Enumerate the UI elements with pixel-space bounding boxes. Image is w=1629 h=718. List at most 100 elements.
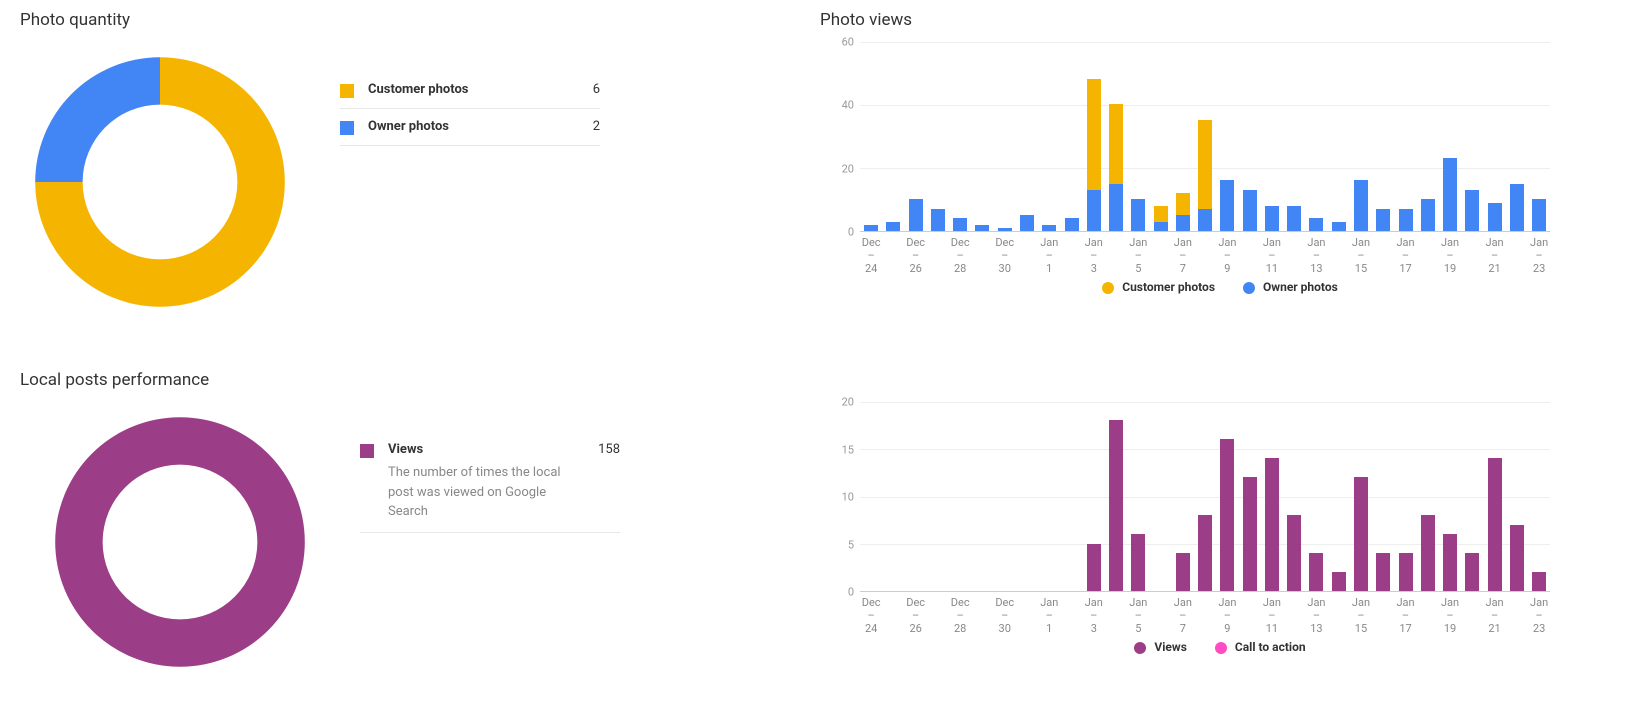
bar-segment xyxy=(1109,420,1123,591)
bar-segment xyxy=(1220,439,1234,591)
bar-segment xyxy=(1154,206,1168,222)
bar-slot xyxy=(1328,402,1350,591)
x-tick: Jan –9 xyxy=(1216,232,1238,272)
x-tick xyxy=(1016,592,1038,632)
bar-segment xyxy=(1376,209,1390,231)
bar-segment xyxy=(1488,203,1502,232)
bar-slot xyxy=(1016,42,1038,231)
bar-slot xyxy=(1528,402,1550,591)
x-tick xyxy=(1461,232,1483,272)
legend-label: Customer photos xyxy=(368,82,573,97)
bar-segment xyxy=(1176,215,1190,231)
y-tick: 20 xyxy=(842,396,854,409)
bar xyxy=(1399,209,1413,231)
bar-slot xyxy=(1216,42,1238,231)
bar-slot xyxy=(1372,402,1394,591)
x-tick xyxy=(1283,592,1305,632)
legend-value: 2 xyxy=(593,119,600,134)
legend-label: Owner photos xyxy=(368,119,573,134)
bar-slot xyxy=(1105,402,1127,591)
x-tick: Jan –21 xyxy=(1483,232,1505,272)
bar-slot xyxy=(1283,402,1305,591)
bar xyxy=(1443,534,1457,591)
bar-segment xyxy=(1020,215,1034,231)
bar xyxy=(1198,515,1212,591)
bar xyxy=(1332,222,1346,232)
bar-slot xyxy=(1016,402,1038,591)
bar-slot xyxy=(1038,402,1060,591)
bar xyxy=(1399,553,1413,591)
local-posts-chart-legend: ViewsCall to action xyxy=(820,640,1620,654)
bar-slot xyxy=(1194,42,1216,231)
y-tick: 0 xyxy=(848,586,854,599)
x-tick: Jan –3 xyxy=(1083,592,1105,632)
bar xyxy=(1265,458,1279,591)
y-tick: 40 xyxy=(842,99,854,112)
bar-slot xyxy=(1394,42,1416,231)
bar-segment xyxy=(1510,184,1524,232)
bar xyxy=(1109,420,1123,591)
bar-slot xyxy=(949,402,971,591)
bar-segment xyxy=(1421,199,1435,231)
x-tick: Jan –19 xyxy=(1439,592,1461,632)
bar-segment xyxy=(1087,190,1101,231)
bar-slot xyxy=(1528,42,1550,231)
x-tick: Jan –11 xyxy=(1261,232,1283,272)
bar-segment xyxy=(998,228,1012,231)
x-tick: Dec –28 xyxy=(949,592,971,632)
x-tick: Dec –24 xyxy=(860,232,882,272)
bar xyxy=(1154,206,1168,231)
bar xyxy=(1220,439,1234,591)
bar xyxy=(1421,199,1435,231)
bar xyxy=(1087,79,1101,231)
bar xyxy=(1332,572,1346,591)
bar xyxy=(998,228,1012,231)
bar xyxy=(1354,180,1368,231)
bar-segment xyxy=(1332,222,1346,232)
x-tick: Jan –1 xyxy=(1038,232,1060,272)
local-posts-title: Local posts performance xyxy=(20,370,800,390)
bar-slot xyxy=(1283,42,1305,231)
bar-slot xyxy=(1506,42,1528,231)
bar xyxy=(953,218,967,231)
bar-segment xyxy=(1176,553,1190,591)
x-tick xyxy=(1105,232,1127,272)
bar-segment xyxy=(1265,458,1279,591)
bar-slot xyxy=(882,402,904,591)
bar-slot xyxy=(882,42,904,231)
bar-slot xyxy=(1261,42,1283,231)
bar-segment xyxy=(1510,525,1524,592)
bar-segment xyxy=(1131,534,1145,591)
photo-views-chart: 0204060Dec –24Dec –26Dec –28Dec –30Jan –… xyxy=(820,42,1550,272)
bar xyxy=(1488,203,1502,232)
bar xyxy=(1376,553,1390,591)
bar xyxy=(1309,553,1323,591)
x-tick: Jan –5 xyxy=(1127,592,1149,632)
x-tick: Dec –30 xyxy=(994,232,1016,272)
x-tick xyxy=(1417,232,1439,272)
legend-swatch xyxy=(340,84,354,98)
legend-dot xyxy=(1215,642,1227,654)
x-tick xyxy=(927,592,949,632)
bar xyxy=(1065,218,1079,231)
bar-slot xyxy=(1239,402,1261,591)
bar-slot xyxy=(1194,402,1216,591)
bar-segment xyxy=(1443,158,1457,231)
x-tick: Jan –17 xyxy=(1394,592,1416,632)
photo-views-title: Photo views xyxy=(820,10,1620,30)
bar-slot xyxy=(1060,402,1082,591)
local-posts-chart: 05101520Dec –24Dec –26Dec –28Dec –30Jan … xyxy=(820,402,1550,632)
bar-segment xyxy=(975,225,989,231)
y-tick: 20 xyxy=(842,162,854,175)
x-tick xyxy=(1372,592,1394,632)
x-tick xyxy=(1149,592,1171,632)
legend-sublabel: The number of times the local post was v… xyxy=(388,463,568,522)
bar xyxy=(1465,190,1479,231)
bar-slot xyxy=(1461,42,1483,231)
x-tick: Jan –19 xyxy=(1439,232,1461,272)
legend-swatch xyxy=(360,444,374,458)
bar-slot xyxy=(1350,42,1372,231)
x-tick: Dec –26 xyxy=(905,592,927,632)
bar xyxy=(1243,190,1257,231)
bar-slot xyxy=(1350,402,1372,591)
